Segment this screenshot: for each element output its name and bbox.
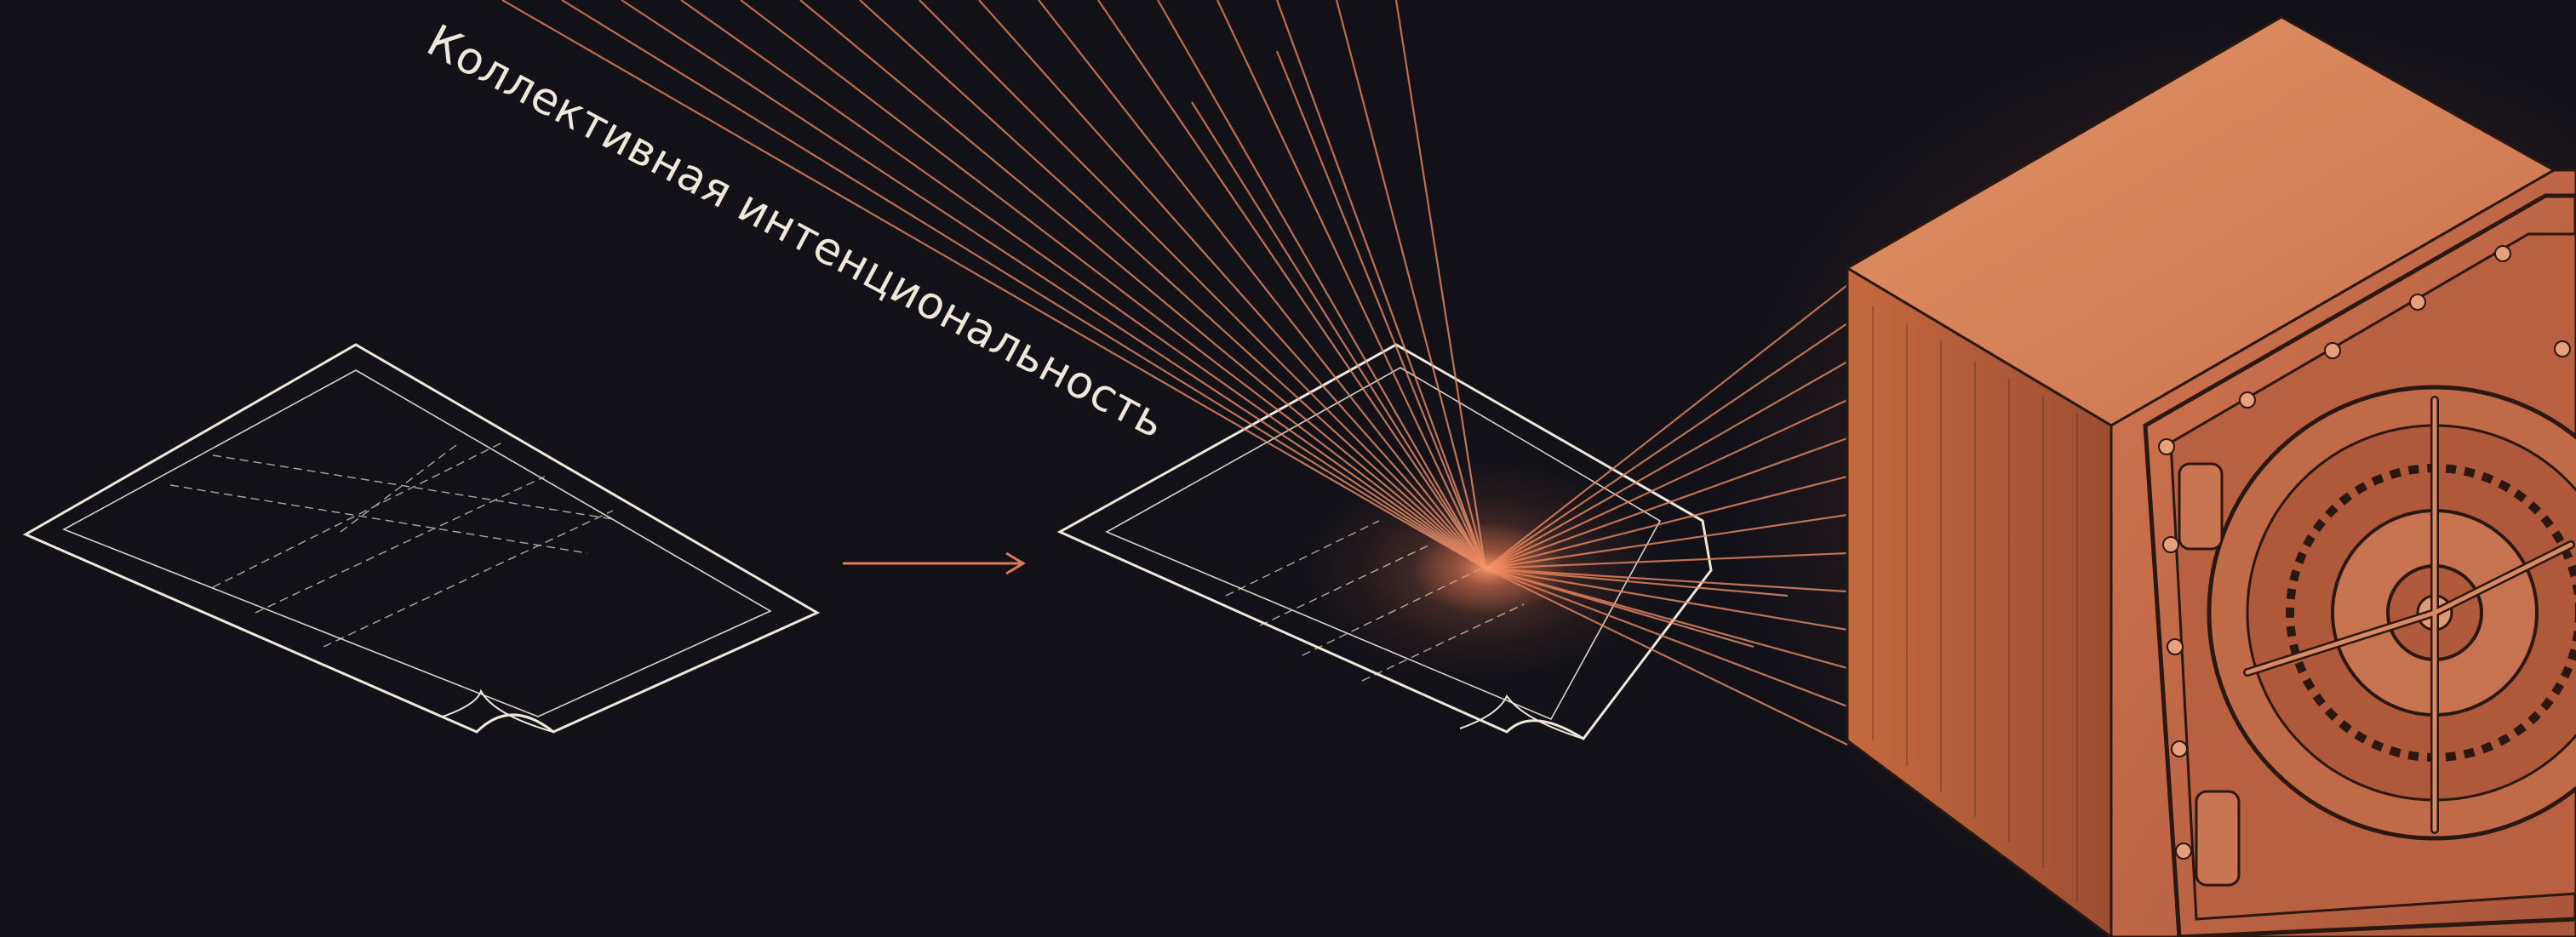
arrow-right-icon: [843, 551, 1026, 575]
filled-form-icon: [1056, 343, 1713, 741]
beam-focus-glow: [1411, 522, 1565, 615]
light-beams: [501, 0, 1848, 746]
blank-form-icon: [22, 343, 821, 734]
vault-safe-icon: [1845, 15, 2576, 937]
